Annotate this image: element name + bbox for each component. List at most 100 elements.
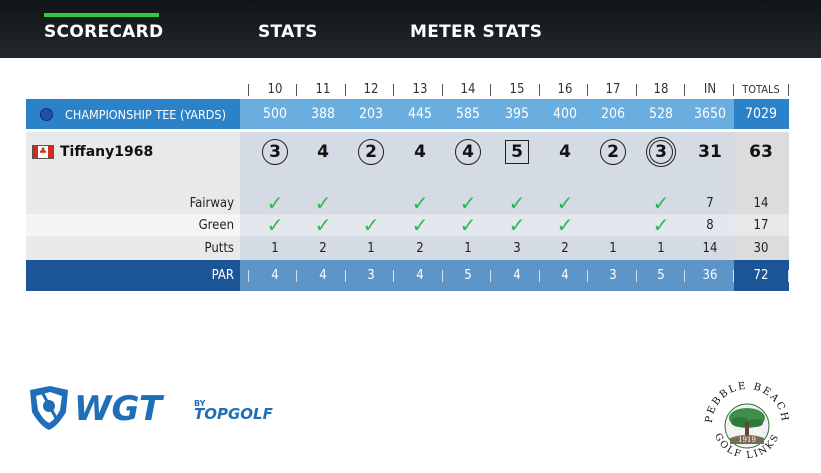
par-value: 4 [513, 268, 521, 283]
tee-label: CHAMPIONSHIP TEE (YARDS) [26, 99, 240, 129]
fairway-row: Fairway ✓ ✓ ✓ ✓ ✓ ✓ ✓ 7 14 [26, 191, 789, 215]
green-check-icon: ✓ [459, 213, 477, 237]
putts-value: 1 [609, 240, 617, 256]
bogey-square: 5 [505, 140, 529, 164]
green-check-icon: ✓ [314, 213, 332, 237]
green-total: 17 [753, 217, 769, 233]
player-name-text: Tiffany1968 [60, 144, 154, 160]
stats-spacer-row [26, 172, 789, 192]
hole-number: 17 [605, 81, 621, 97]
tee-yardage: 400 [552, 106, 578, 122]
par-value: 4 [561, 268, 569, 283]
birdie-circle: 4 [455, 139, 481, 165]
player-in-score: 31 [698, 142, 722, 162]
scorecard-header-row: 10 11 12 13 14 15 16 17 18 IN TOTALS [26, 80, 789, 98]
par-separator [442, 270, 443, 282]
putts-label: Putts [204, 240, 235, 256]
hole-number: 11 [315, 81, 331, 97]
par-value: 5 [464, 268, 472, 283]
hole-number: 16 [557, 81, 573, 97]
column-separator [636, 84, 637, 96]
fairway-check-icon: ✓ [411, 191, 429, 215]
tee-total-bg [734, 99, 789, 129]
green-row: Green ✓ ✓ ✓ ✓ ✓ ✓ ✓ ✓ 8 17 [26, 213, 789, 237]
green-check-icon: ✓ [652, 213, 670, 237]
birdie-circle: 2 [358, 139, 384, 165]
hole-score: 2 [607, 142, 619, 162]
fairway-check-icon: ✓ [508, 191, 526, 215]
hole-number: 10 [267, 81, 283, 97]
tee-yardage: 500 [262, 106, 288, 122]
tee-total-yardage: 7029 [744, 106, 778, 122]
column-separator [345, 84, 346, 96]
fairway-in: 7 [706, 195, 714, 211]
par-separator [393, 270, 394, 282]
by-text: BY [194, 399, 206, 408]
hole-number: 15 [509, 81, 525, 97]
par-separator [345, 270, 346, 282]
putts-value: 2 [416, 240, 424, 256]
par-label: PAR [211, 268, 234, 283]
fairway-check-icon: ✓ [314, 191, 332, 215]
green-label: Green [198, 217, 234, 233]
putts-value: 1 [367, 240, 375, 256]
hole-number: 14 [460, 81, 476, 97]
hole-score: 5 [511, 142, 523, 162]
hole-score: 3 [655, 142, 667, 162]
player-name: ♣ Tiffany1968 [32, 132, 153, 172]
green-in: 8 [706, 217, 714, 233]
column-separator [733, 84, 734, 96]
pebble-beach-logo: PEBBLE BEACH GOLF LINKS 1919 [700, 378, 795, 470]
column-separator [539, 84, 540, 96]
putts-in: 14 [702, 240, 718, 256]
canada-flag-icon: ♣ [32, 145, 54, 159]
par-value: 4 [271, 268, 279, 283]
stats-block: Fairway ✓ ✓ ✓ ✓ ✓ ✓ ✓ 7 14 Green ✓ ✓ ✓ ✓ ✓ ✓ ✓ ✓ 8 17 Put… [26, 172, 789, 260]
par-total: 72 [753, 268, 769, 283]
fairway-label: Fairway [189, 195, 234, 211]
hole-score: 4 [462, 142, 474, 162]
putts-value: 3 [513, 240, 521, 256]
par-separator [733, 270, 734, 282]
tee-yardage: 585 [455, 106, 481, 122]
green-check-icon: ✓ [362, 213, 380, 237]
column-separator [442, 84, 443, 96]
par-value: 3 [609, 268, 617, 283]
column-separator [587, 84, 588, 96]
tab-meter-stats[interactable]: METER STATS [410, 22, 543, 42]
column-separator [788, 84, 789, 96]
hole-score: 4 [414, 142, 426, 162]
wgt-text: WGT [74, 389, 165, 429]
active-tab-indicator [44, 13, 159, 17]
tee-in-yardage: 3650 [693, 106, 727, 122]
par-separator [539, 270, 540, 282]
hole-score: 3 [269, 142, 281, 162]
putts-value: 1 [271, 240, 279, 256]
par-value: 4 [416, 268, 424, 283]
tee-yardage: 206 [600, 106, 626, 122]
putts-value: 2 [319, 240, 327, 256]
column-separator [490, 84, 491, 96]
par-row: PAR 4 4 3 4 5 4 4 3 5 36 72 [26, 260, 789, 291]
totals-header: TOTALS [742, 82, 780, 96]
par-separator [684, 270, 685, 282]
par-separator [636, 270, 637, 282]
wgt-topgolf-logo: WGT BY TOPGOLF [28, 382, 298, 434]
par-value: 3 [367, 268, 375, 283]
green-check-icon: ✓ [266, 213, 284, 237]
putts-value: 1 [657, 240, 665, 256]
fairway-check-icon: ✓ [266, 191, 284, 215]
par-in: 36 [702, 268, 718, 283]
fairway-check-icon: ✓ [459, 191, 477, 215]
fairway-total: 14 [753, 195, 769, 211]
pebble-beach-year: 1919 [738, 436, 756, 444]
tab-stats[interactable]: STATS [258, 22, 318, 42]
tab-scorecard[interactable]: SCORECARD [44, 22, 164, 42]
top-tab-bar: SCORECARD STATS METER STATS [0, 0, 821, 58]
topgolf-text: TOPGOLF [194, 405, 274, 423]
lone-cypress-tree-icon [724, 403, 770, 449]
hole-number: 18 [653, 81, 669, 97]
column-separator [248, 84, 249, 96]
tee-marker-icon [40, 107, 53, 121]
hole-number: 12 [363, 81, 379, 97]
